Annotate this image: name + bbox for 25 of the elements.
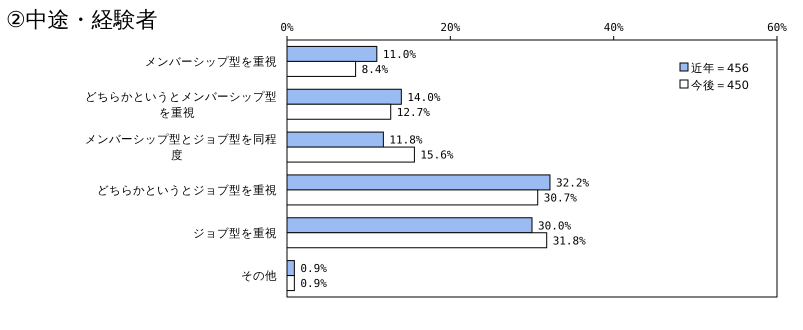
legend-label: 今後＝450: [691, 78, 749, 92]
data-label: 32.2%: [556, 176, 590, 190]
data-label: 30.7%: [544, 191, 578, 204]
x-tick-label: 60%: [767, 21, 788, 34]
data-label: 0.9%: [300, 262, 328, 276]
data-label: 12.7%: [396, 106, 430, 119]
data-label: 30.0%: [538, 219, 572, 232]
y-tick-label: ジョブ型を重視: [193, 226, 277, 240]
data-label: 11.0%: [382, 48, 416, 61]
data-label: 11.8%: [389, 134, 423, 147]
data-label: 15.6%: [420, 148, 454, 162]
y-tick-label: メンバーシップ型とジョブ型を同程度: [85, 132, 277, 162]
data-label: 31.8%: [552, 234, 586, 248]
y-tick-label: その他: [241, 268, 277, 283]
text: ②中途・経験者: [6, 8, 158, 33]
data-label: 14.0%: [407, 90, 441, 104]
x-tick-label: 40%: [604, 21, 624, 34]
y-tick-label: どちらかというとメンバーシップ型を重視: [85, 89, 277, 120]
legend-label: 近年＝456: [691, 61, 749, 75]
x-tick-label: 20%: [440, 21, 461, 34]
x-tick-label: 0%: [280, 21, 294, 34]
data-label: 8.4%: [362, 62, 388, 76]
y-tick-label: どちらかというとジョブ型を重視: [97, 182, 277, 197]
data-label: 0.9%: [300, 277, 328, 290]
y-tick-label: メンバーシップ型を重視: [145, 54, 277, 68]
